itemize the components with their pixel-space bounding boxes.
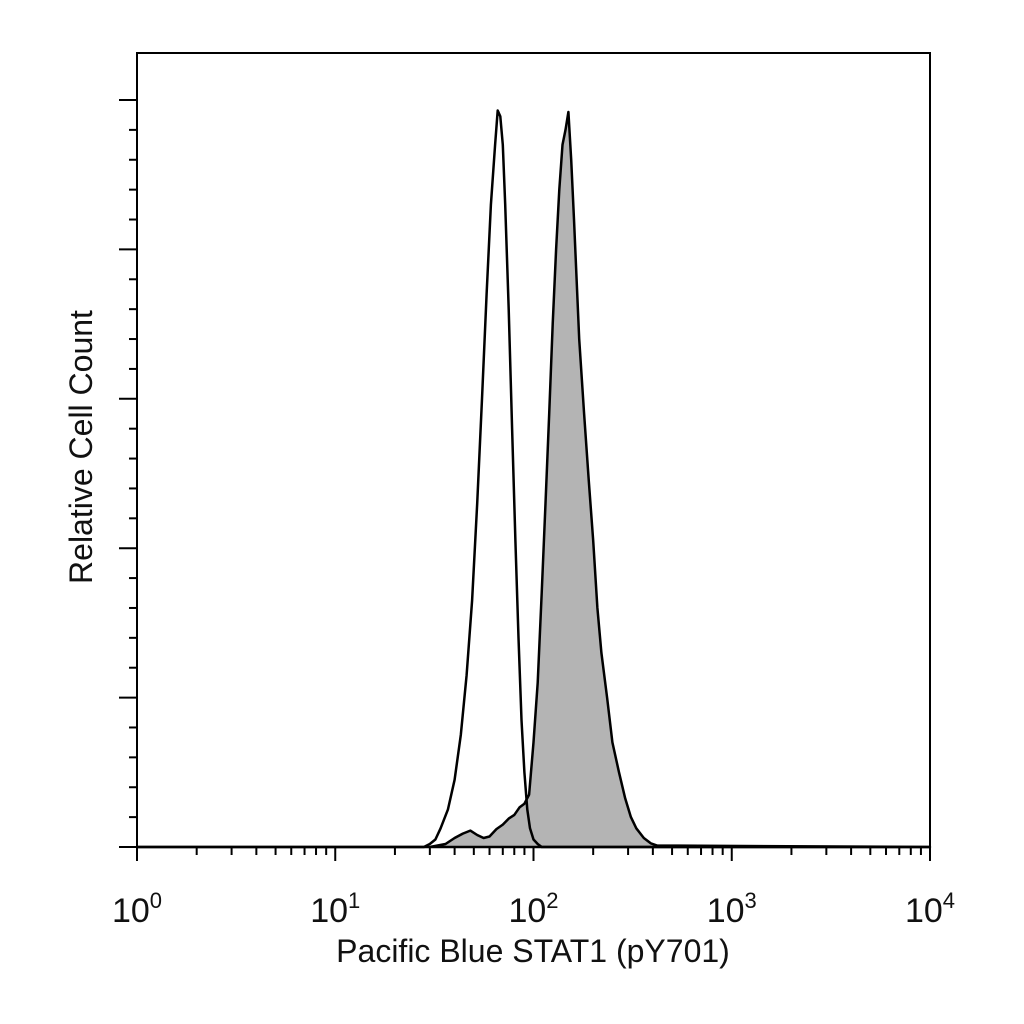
x-axis-ticks	[136, 847, 931, 861]
x-tick-label: 104	[905, 888, 955, 930]
y-axis-title: Relative Cell Count	[63, 310, 99, 584]
x-tick-label: 102	[508, 888, 558, 930]
x-tick-label: 100	[112, 888, 162, 930]
x-axis-title: Pacific Blue STAT1 (pY701)	[336, 933, 730, 969]
plot-frame	[136, 52, 931, 848]
filled-histogram-series	[135, 110, 932, 849]
outline-histogram-series	[137, 109, 930, 849]
x-axis-tick-labels: 100 101 102 103 104	[112, 888, 955, 930]
x-tick-label: 103	[707, 888, 757, 930]
series-layer	[135, 109, 932, 849]
x-tick-label: 101	[310, 888, 360, 930]
y-axis-ticks	[119, 99, 137, 848]
